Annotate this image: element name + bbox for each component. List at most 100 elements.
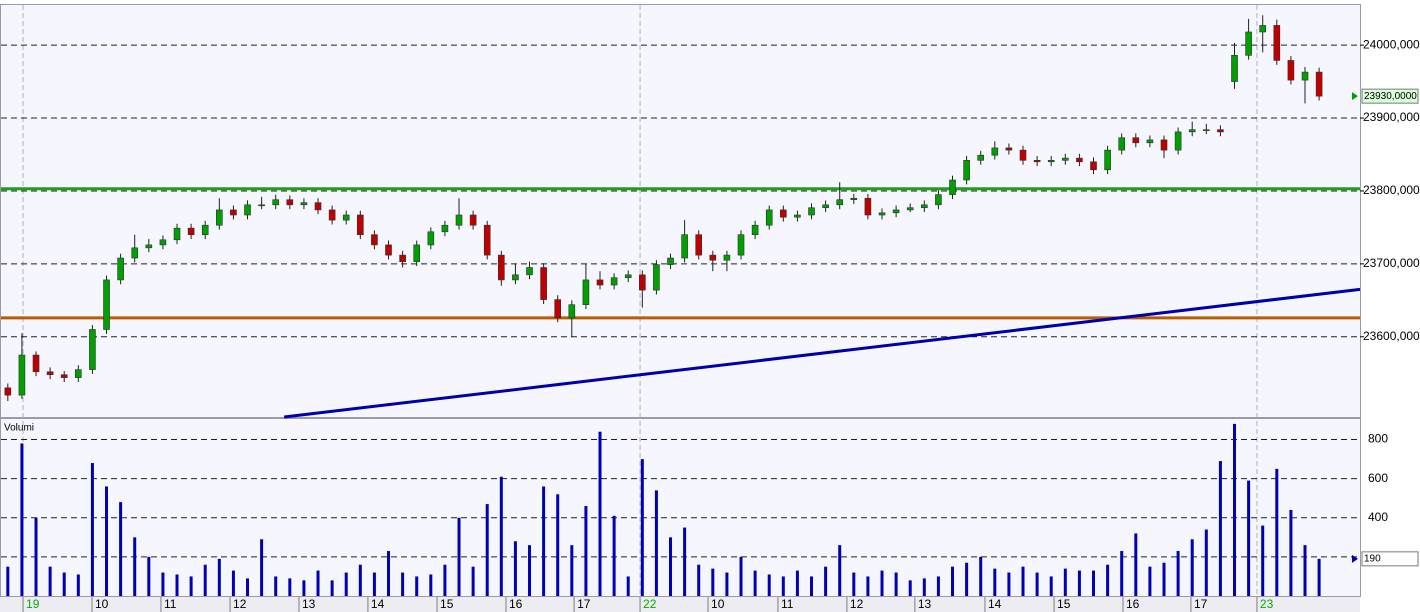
volume-bar bbox=[979, 556, 983, 596]
volume-title: Volumi bbox=[4, 423, 34, 434]
candle-body bbox=[32, 354, 40, 373]
volume-bar bbox=[189, 576, 193, 596]
candle-body bbox=[498, 254, 505, 281]
candle-body bbox=[1217, 129, 1224, 133]
volume-bar bbox=[1275, 468, 1279, 596]
volume-bar bbox=[767, 574, 771, 596]
candle-body bbox=[103, 279, 110, 330]
volume-bar bbox=[951, 566, 955, 596]
candle-body bbox=[667, 257, 674, 265]
volume-bar bbox=[570, 545, 574, 596]
volume-bar bbox=[499, 476, 503, 596]
candle-body bbox=[921, 204, 928, 209]
volume-bar bbox=[1077, 570, 1081, 596]
candle-body bbox=[427, 231, 435, 246]
volume-bar bbox=[711, 568, 715, 596]
x-tick-label: 10 bbox=[95, 597, 109, 611]
candle-body bbox=[230, 209, 237, 216]
candle-body bbox=[878, 212, 886, 216]
candle-body bbox=[1245, 31, 1252, 56]
x-tick-label: 14 bbox=[988, 597, 1002, 611]
candle-body bbox=[526, 267, 533, 276]
candle-body bbox=[18, 354, 26, 396]
x-tick-label: 11 bbox=[164, 597, 177, 611]
candle-body bbox=[1132, 137, 1140, 144]
candle-body bbox=[596, 279, 604, 286]
volume-bar bbox=[246, 578, 250, 596]
volume-bar bbox=[1007, 572, 1011, 596]
candle-body bbox=[610, 277, 618, 286]
candle-body bbox=[399, 254, 406, 262]
volume-bar bbox=[556, 494, 560, 596]
candle-body bbox=[1146, 139, 1154, 144]
candle-body bbox=[4, 387, 12, 396]
candle-body bbox=[695, 234, 703, 256]
candle-body bbox=[244, 204, 251, 216]
volume-bar bbox=[344, 572, 348, 596]
volume-bar bbox=[485, 504, 489, 596]
candle-body bbox=[469, 214, 477, 226]
volume-bar bbox=[1233, 423, 1237, 596]
y-tick-label: 400 bbox=[1368, 510, 1388, 524]
volume-bar bbox=[1063, 568, 1067, 596]
volume-bar bbox=[316, 570, 320, 596]
candle-body bbox=[441, 224, 449, 233]
x-tick-label: 15 bbox=[440, 597, 454, 611]
candle-body bbox=[765, 209, 773, 226]
time-axis bbox=[0, 597, 1360, 612]
volume-bar bbox=[965, 562, 969, 596]
volume-bar bbox=[217, 558, 221, 596]
volume-bar bbox=[936, 576, 940, 596]
candle-body bbox=[737, 234, 745, 256]
volume-bar bbox=[626, 576, 630, 596]
candle-body bbox=[117, 257, 124, 281]
candle-body bbox=[159, 239, 167, 246]
candle-body bbox=[568, 304, 576, 319]
candle-body bbox=[89, 329, 96, 370]
candle-body bbox=[1019, 149, 1027, 161]
candle-body bbox=[385, 244, 392, 256]
volume-bar bbox=[753, 570, 757, 596]
volume-bar bbox=[457, 517, 461, 596]
candle-body bbox=[906, 207, 914, 211]
volume-bar bbox=[471, 566, 475, 596]
candle-body bbox=[357, 214, 364, 235]
volume-bar bbox=[358, 564, 362, 596]
x-tick-label: 17 bbox=[577, 597, 591, 611]
volume-bar bbox=[739, 556, 743, 596]
candle-body bbox=[1033, 160, 1041, 163]
volume-bar bbox=[1247, 480, 1251, 596]
candle-body bbox=[949, 179, 956, 195]
volume-bar bbox=[612, 515, 616, 596]
volume-bar bbox=[880, 570, 884, 596]
candle-body bbox=[328, 209, 336, 221]
candle-body bbox=[1005, 147, 1013, 151]
volume-bar bbox=[697, 564, 701, 596]
candle-body bbox=[483, 224, 491, 256]
volume-panel bbox=[0, 418, 1361, 597]
volume-bar bbox=[105, 486, 109, 596]
volume-bar bbox=[1261, 525, 1265, 596]
candle-body bbox=[455, 214, 463, 226]
x-tick-label: 13 bbox=[302, 597, 316, 611]
last-volume-label: 190 bbox=[1364, 553, 1381, 564]
candle-body bbox=[201, 224, 209, 235]
candle-body bbox=[751, 224, 759, 235]
candle-body bbox=[653, 264, 660, 291]
volume-bar bbox=[147, 556, 151, 596]
last-volume-box bbox=[1361, 551, 1419, 567]
volume-bar bbox=[640, 459, 644, 596]
last-price-arrow bbox=[1352, 92, 1358, 101]
volume-bar bbox=[387, 551, 391, 596]
x-tick-label: 11 bbox=[781, 597, 794, 611]
candle-body bbox=[1301, 71, 1309, 81]
x-tick-label: 19 bbox=[26, 597, 40, 611]
volume-bar bbox=[908, 580, 912, 596]
candle-body bbox=[1118, 137, 1126, 151]
candle-body bbox=[1231, 55, 1238, 82]
volume-bar bbox=[598, 431, 602, 596]
volume-bar bbox=[1303, 545, 1307, 596]
x-tick-label: 23 bbox=[1260, 597, 1274, 611]
volume-bar bbox=[1035, 572, 1039, 596]
